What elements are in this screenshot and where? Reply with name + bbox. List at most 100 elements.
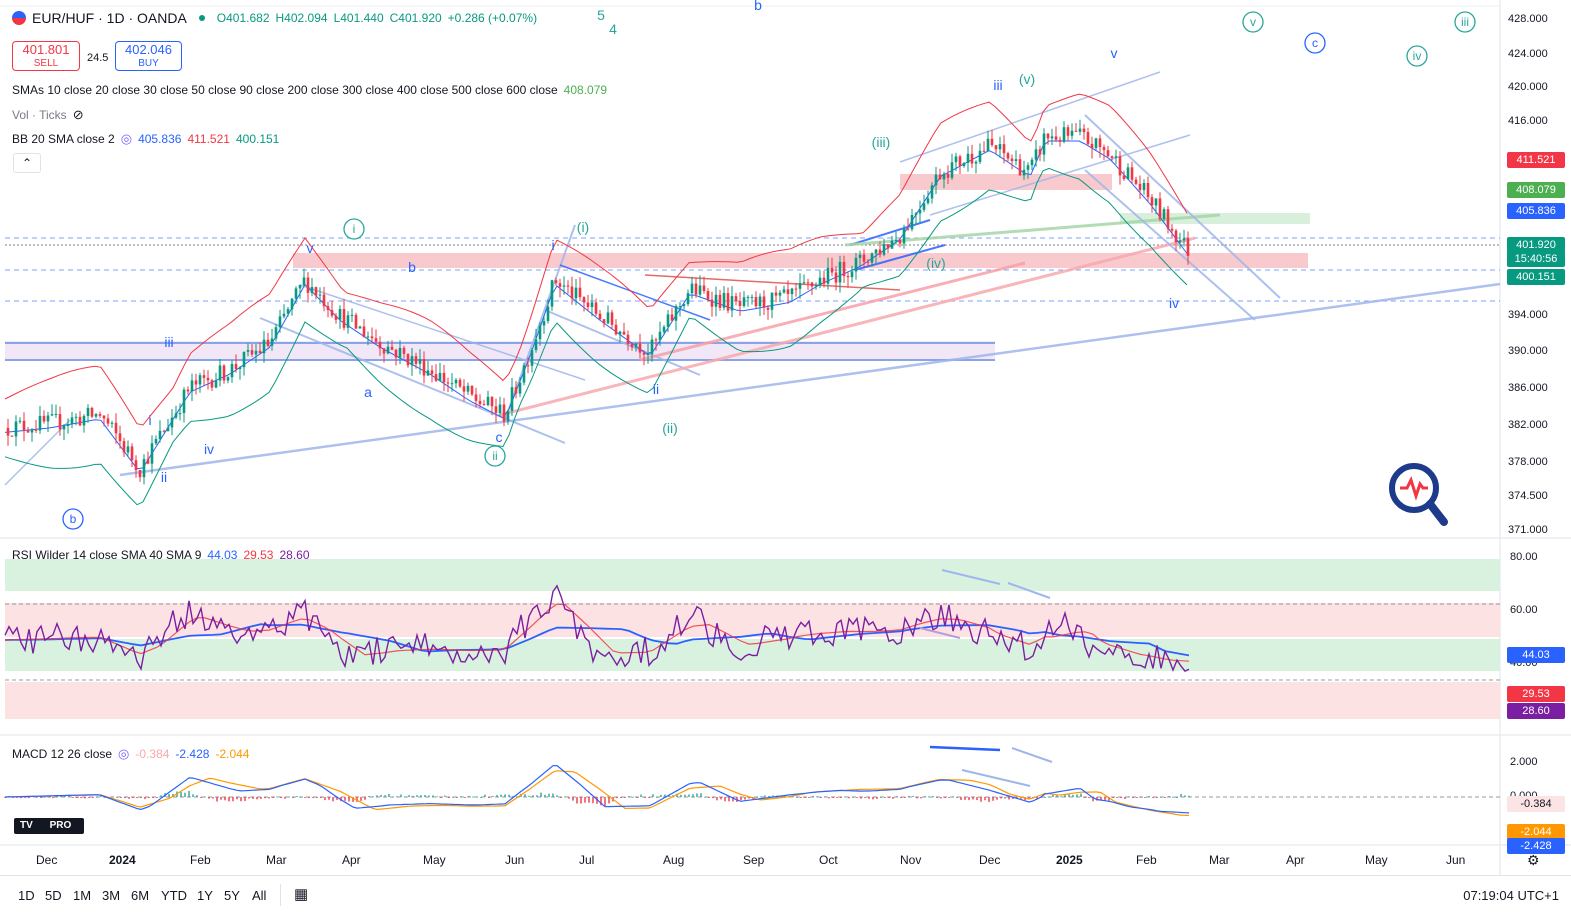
candle-body <box>1118 156 1122 176</box>
axis-settings-gear-icon[interactable]: ⚙ <box>1527 852 1540 868</box>
macd-histogram-bar <box>264 797 266 799</box>
symbol-title[interactable]: EUR/HUF · 1D · OANDA <box>32 10 187 26</box>
buy-button[interactable]: 402.046 BUY <box>115 41 182 71</box>
candle-body <box>454 379 458 384</box>
candle-body <box>782 289 786 293</box>
wave-label: b <box>408 259 416 275</box>
macd-histogram-bar <box>944 797 946 798</box>
trend-line <box>844 213 1221 247</box>
rsi-label: RSI Wilder 14 close SMA 40 SMA 9 <box>12 548 202 562</box>
candle-body <box>194 380 198 385</box>
price-tag: 411.521 <box>1507 152 1565 168</box>
time-tick-label: Jun <box>1446 853 1466 867</box>
candle-body <box>334 315 338 320</box>
candle-body <box>534 339 538 351</box>
candle-body <box>186 389 190 392</box>
wave-label: c <box>496 429 503 445</box>
macd-histogram-bar <box>372 796 374 798</box>
macd-histogram-bar <box>1000 797 1002 799</box>
macd-histogram-bar <box>332 797 334 802</box>
timeframe-button[interactable]: 3M <box>102 888 121 903</box>
magnifier-pulse-icon[interactable] <box>1388 462 1450 528</box>
candle-body <box>898 240 902 244</box>
rsi-tick-label: 80.00 <box>1510 551 1538 563</box>
market-status-dot-icon <box>198 15 205 21</box>
ohlc-change: +0.286 (+0.07%) <box>447 11 538 25</box>
candle-body <box>818 277 822 286</box>
candle-body <box>846 276 850 278</box>
eye-hidden-icon[interactable]: ⊘ <box>72 107 84 122</box>
candle-body <box>774 292 778 296</box>
macd-histogram-bar <box>16 797 18 798</box>
candle-body <box>1122 175 1126 180</box>
candle-body <box>630 343 634 348</box>
macd-histogram-bar <box>452 796 454 798</box>
settings-cycle-icon[interactable]: ◎ <box>120 131 133 146</box>
smas-legend[interactable]: SMAs 10 close 20 close 30 close 50 close… <box>12 83 607 97</box>
collapse-legend-button[interactable]: ⌃ <box>13 153 41 173</box>
bb-legend[interactable]: BB 20 SMA close 2 ◎ 405.836 411.521 400.… <box>12 131 279 147</box>
timeframe-button[interactable]: 1D <box>18 888 35 903</box>
candle-body <box>530 350 534 366</box>
macd-histogram-bar <box>560 797 562 798</box>
macd-histogram-bar <box>284 797 286 799</box>
macd-histogram-bar <box>104 796 106 798</box>
macd-histogram-bar <box>20 797 22 799</box>
macd-histogram-bar <box>204 796 206 798</box>
candle-body <box>958 156 962 166</box>
candle-body <box>274 327 278 339</box>
macd-settings-icon[interactable]: ◎ <box>118 746 130 761</box>
candle-body <box>618 331 622 335</box>
candle-body <box>1046 133 1050 139</box>
candle-body <box>658 331 662 341</box>
timeframe-button[interactable]: 6M <box>131 888 150 903</box>
macd-tag: -2.044 <box>1507 824 1565 840</box>
candle-body <box>170 417 174 428</box>
timeframe-button[interactable]: 1M <box>73 888 92 903</box>
candle-body <box>26 430 30 433</box>
macd-histogram-bar <box>1020 797 1022 799</box>
date-range-calendar-icon[interactable]: ▦ <box>294 886 309 903</box>
timeframe-button[interactable]: All <box>252 888 267 903</box>
macd-histogram-bar <box>432 795 434 797</box>
candle-body <box>18 420 22 422</box>
volume-legend[interactable]: Vol · Ticks ⊘ <box>12 107 84 123</box>
candle-body <box>858 254 862 258</box>
wave-label: iv <box>1169 295 1179 311</box>
candle-body <box>766 307 770 310</box>
macd-histogram-bar <box>996 797 998 800</box>
macd-histogram-bar <box>352 797 354 802</box>
timeframe-button[interactable]: 5D <box>45 888 62 903</box>
rsi-legend[interactable]: RSI Wilder 14 close SMA 40 SMA 9 44.03 2… <box>12 548 310 562</box>
macd-histogram-bar <box>1156 797 1158 798</box>
clock-timezone[interactable]: 07:19:04 UTC+1 <box>1463 888 1559 903</box>
wave-label: 4 <box>609 21 617 37</box>
candle-body <box>90 407 94 417</box>
tradingview-logo[interactable]: TV PRO <box>14 818 84 834</box>
macd-histogram-bar <box>480 797 482 798</box>
candle-body <box>430 370 434 375</box>
macd-legend[interactable]: MACD 12 26 close ◎ -0.384 -2.428 -2.044 <box>12 746 249 762</box>
circled-wave-marker <box>62 508 84 530</box>
candle-body <box>134 460 138 471</box>
candle-body <box>286 309 290 314</box>
timeframe-button[interactable]: YTD <box>161 888 187 903</box>
candle-body <box>30 429 34 433</box>
macd-histogram-bar <box>608 797 610 804</box>
macd-histogram-bar <box>936 797 938 798</box>
timeframe-button[interactable]: 1Y <box>197 888 213 903</box>
chart-canvas[interactable]: iiiiiiivvabciiiiiiivv(i)(ii)(iii)(iv)(v)… <box>0 0 1571 875</box>
candle-body <box>714 294 718 307</box>
timeframe-button[interactable]: 5Y <box>224 888 240 903</box>
macd-histogram-bar <box>192 794 194 797</box>
sell-button[interactable]: 401.801 SELL <box>12 41 80 71</box>
macd-histogram-bar <box>252 797 254 799</box>
candle-body <box>942 173 946 180</box>
trend-line <box>559 264 711 321</box>
target-zone <box>1120 213 1310 224</box>
macd-histogram-bar <box>616 797 618 799</box>
macd-histogram-bar <box>408 795 410 797</box>
candle-body <box>370 336 374 339</box>
macd-histogram-bar <box>4 797 6 798</box>
